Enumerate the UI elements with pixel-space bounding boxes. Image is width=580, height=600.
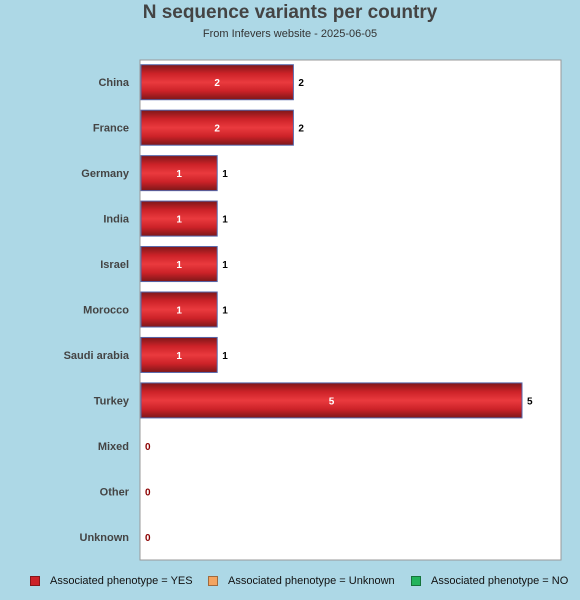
category-label-mixed: Mixed xyxy=(98,441,129,453)
bar-turkey[interactable] xyxy=(140,382,523,419)
category-label-turkey: Turkey xyxy=(94,395,130,407)
bar-value-label-france: 2 xyxy=(214,124,220,135)
bar-value-label-morocco: 1 xyxy=(176,306,182,317)
plot-marks: China 2 2 France 2 2 Germany 1 1 India 1 1 Israel 1 1 M… xyxy=(64,64,533,544)
chart-subtitle: From Infevers website - 2025-06-05 xyxy=(202,28,378,40)
bar-value-label-china: 2 xyxy=(214,78,220,89)
total-label-turkey: 5 xyxy=(527,396,533,407)
legend: Associated phenotype = YES Associated ph… xyxy=(0,575,580,591)
category-label-unknown: Unknown xyxy=(80,532,130,544)
bar-india[interactable] xyxy=(140,200,218,237)
bar-france[interactable] xyxy=(140,109,294,146)
total-label-mixed: 0 xyxy=(145,442,151,453)
category-label-germany: Germany xyxy=(81,168,130,180)
bar-value-label-saudi-arabia: 1 xyxy=(176,351,182,362)
bar-value-label-germany: 1 xyxy=(176,169,182,180)
total-label-china: 2 xyxy=(298,78,304,89)
legend-item-unknown[interactable]: Associated phenotype = Unknown xyxy=(208,575,395,587)
category-label-israel: Israel xyxy=(100,259,129,271)
legend-swatch-no xyxy=(411,576,421,586)
total-label-india: 1 xyxy=(222,215,228,226)
category-label-india: India xyxy=(103,214,130,226)
total-label-morocco: 1 xyxy=(222,306,228,317)
bar-morocco[interactable] xyxy=(140,291,218,328)
chart-title: N sequence variants per country xyxy=(142,2,438,23)
bar-value-label-india: 1 xyxy=(176,215,182,226)
bar-china[interactable] xyxy=(140,64,294,101)
total-label-france: 2 xyxy=(298,124,304,135)
legend-label-yes: Associated phenotype = YES xyxy=(50,575,193,587)
legend-label-no: Associated phenotype = NO xyxy=(431,575,569,587)
total-label-other: 0 xyxy=(145,487,151,498)
total-label-germany: 1 xyxy=(222,169,228,180)
legend-item-yes[interactable]: Associated phenotype = YES xyxy=(30,575,193,587)
bar-value-label-israel: 1 xyxy=(176,260,182,271)
category-label-other: Other xyxy=(100,486,130,498)
bar-germany[interactable] xyxy=(140,155,218,192)
category-label-morocco: Morocco xyxy=(83,305,129,317)
legend-swatch-unknown xyxy=(208,576,218,586)
legend-item-no[interactable]: Associated phenotype = NO xyxy=(411,575,568,587)
total-label-israel: 1 xyxy=(222,260,228,271)
total-label-unknown: 0 xyxy=(145,533,151,544)
total-label-saudi-arabia: 1 xyxy=(222,351,228,362)
category-label-saudi-arabia: Saudi arabia xyxy=(64,350,130,362)
legend-label-unknown: Associated phenotype = Unknown xyxy=(228,575,395,587)
category-label-china: China xyxy=(98,77,129,89)
bar-value-label-turkey: 5 xyxy=(329,396,335,407)
bar-israel[interactable] xyxy=(140,246,218,283)
legend-swatch-yes xyxy=(30,576,40,586)
bar-saudi-arabia[interactable] xyxy=(140,336,218,373)
category-label-france: France xyxy=(93,123,129,135)
